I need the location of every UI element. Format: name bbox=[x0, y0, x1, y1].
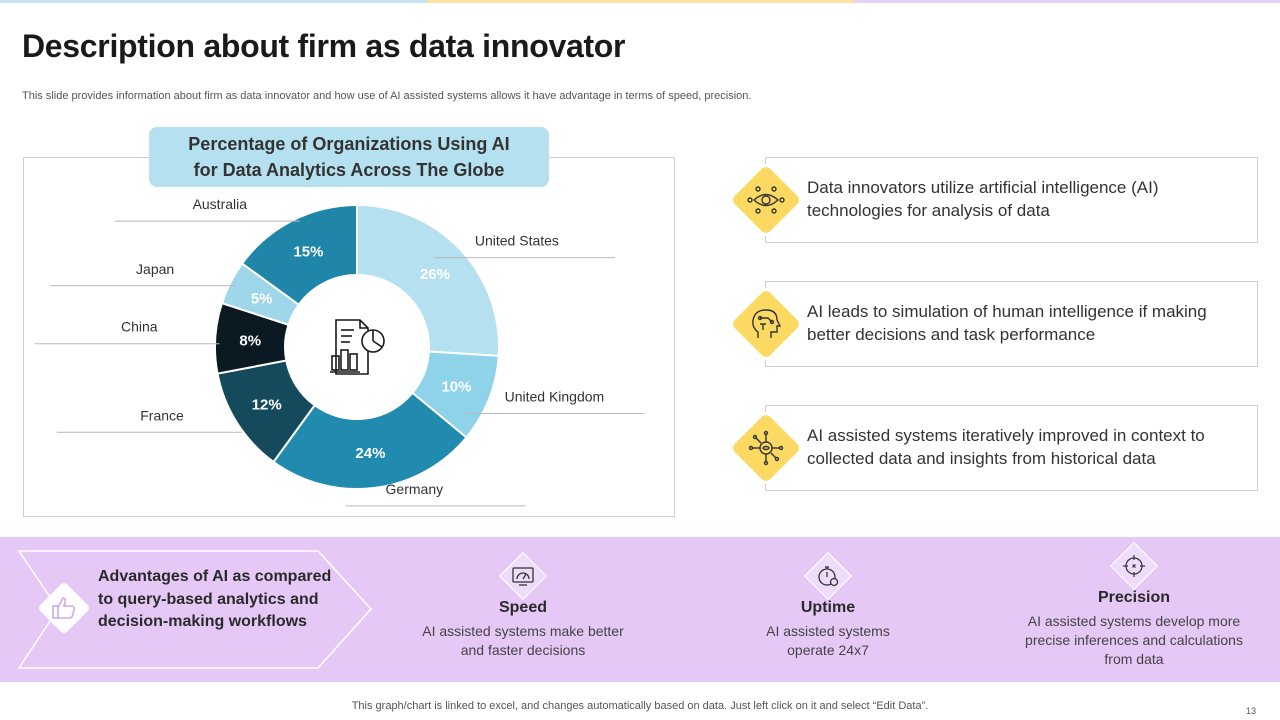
speed-title: Speed bbox=[498, 599, 547, 616]
advantages-band bbox=[0, 537, 1280, 682]
uptime-title: Uptime bbox=[800, 599, 856, 616]
top-accent-bar-2 bbox=[427, 0, 854, 3]
chart-title-text: Percentage of Organizations Using AI for… bbox=[188, 134, 510, 180]
data-hub-icon bbox=[748, 430, 784, 466]
category-label-japan: Japan bbox=[136, 261, 174, 277]
precision-title: Precision bbox=[1097, 589, 1171, 606]
page-title: Description about firm as data innovator bbox=[22, 28, 626, 64]
eye-network-icon bbox=[747, 186, 785, 214]
report-chart-icon bbox=[330, 319, 385, 375]
thumbs-up-icon bbox=[52, 597, 76, 619]
category-label-united-kingdom: United Kingdom bbox=[505, 388, 605, 404]
donut-slice-germany[interactable] bbox=[272, 391, 468, 490]
top-accent-bar-3 bbox=[854, 0, 1280, 3]
stopwatch-icon bbox=[818, 566, 839, 587]
donut-value-label: 5% bbox=[251, 290, 273, 307]
donut-value-label: 8% bbox=[239, 332, 261, 349]
page-number: 13 bbox=[1245, 706, 1256, 716]
feature-text-2: AI leads to simulation of human intellig… bbox=[807, 302, 1207, 344]
uptime-desc: AI assisted systems operate 24x7 bbox=[766, 623, 890, 658]
donut-slice-australia[interactable] bbox=[240, 203, 358, 307]
feature-text-3: AI assisted systems iteratively improved… bbox=[807, 426, 1205, 468]
speed-desc: AI assisted systems make better and fast… bbox=[422, 623, 624, 658]
advantages-heading: Advantages of AI as compared to query-ba… bbox=[98, 568, 332, 630]
category-label-australia: Australia bbox=[193, 196, 248, 212]
ai-head-icon bbox=[752, 309, 782, 338]
donut-value-label: 24% bbox=[355, 445, 385, 462]
category-label-china: China bbox=[121, 319, 158, 335]
feature-text-1: Data innovators utilize artificial intel… bbox=[807, 178, 1159, 220]
donut-value-label: 12% bbox=[252, 396, 282, 413]
donut-value-label: 26% bbox=[420, 266, 450, 283]
footer-note: This graph/chart is linked to excel, and… bbox=[351, 700, 929, 712]
category-label-germany: Germany bbox=[386, 481, 444, 497]
speedometer-icon bbox=[512, 567, 534, 586]
precision-desc: AI assisted systems develop more precise… bbox=[1025, 613, 1243, 667]
donut-value-label: 15% bbox=[293, 244, 323, 261]
category-label-france: France bbox=[140, 407, 184, 423]
category-label-united-states: United States bbox=[475, 233, 559, 249]
chart-title: Percentage of Organizations Using AI for… bbox=[149, 127, 549, 187]
donut-slice-united-states[interactable] bbox=[356, 203, 500, 357]
page-subtitle: This slide provides information about fi… bbox=[22, 90, 752, 102]
donut-value-label: 10% bbox=[441, 378, 471, 395]
top-accent-bar-1 bbox=[0, 0, 427, 3]
crosshair-icon bbox=[1123, 555, 1145, 577]
